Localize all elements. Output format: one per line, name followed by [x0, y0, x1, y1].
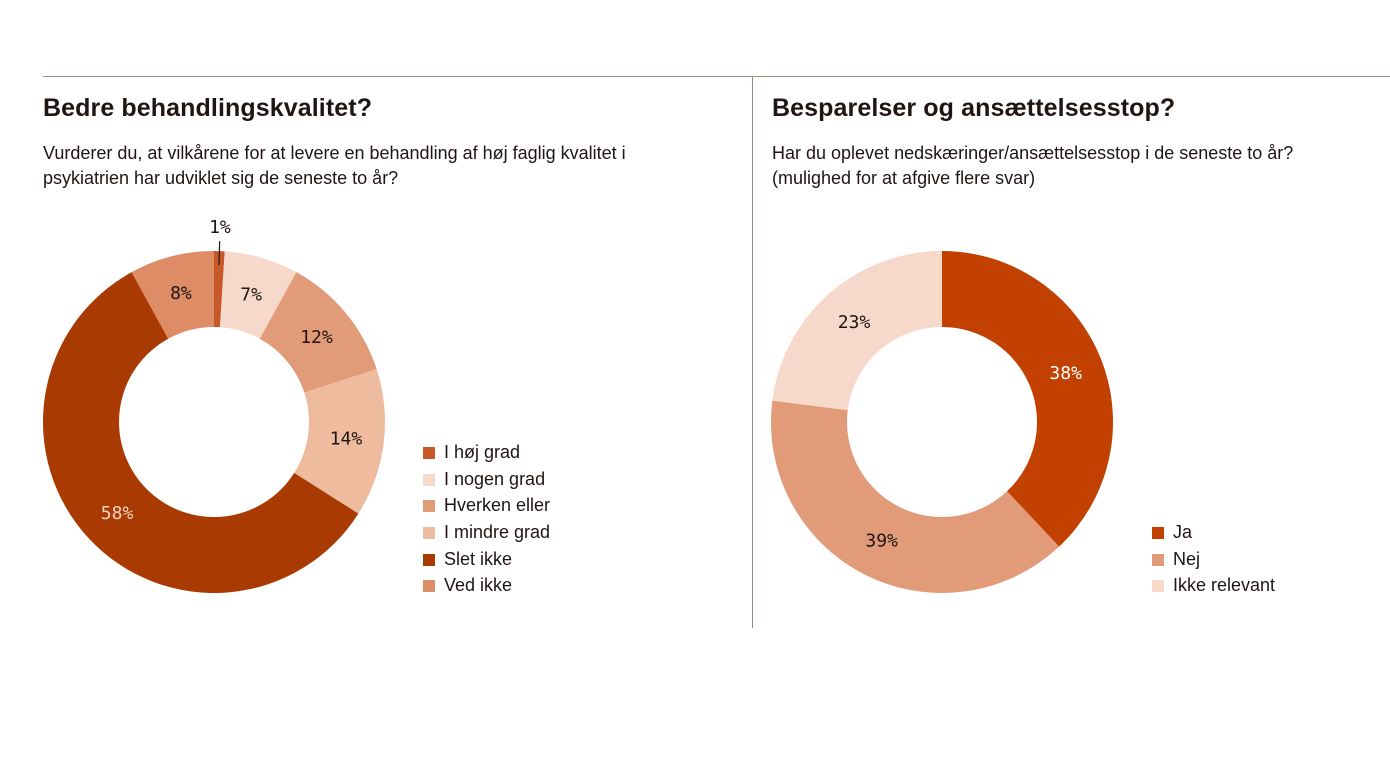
legend-label: Nej: [1173, 548, 1201, 569]
legend: Ja Nej Ikke relevant: [1152, 519, 1275, 599]
legend-item-nej: Nej: [1152, 546, 1275, 573]
question-line: Har du oplevet nedskæringer/ansættelsess…: [772, 143, 1294, 163]
slice-nej: [771, 400, 1060, 593]
question-line: Vurderer du, at vilkårene for at levere …: [43, 143, 626, 163]
legend-swatch: [423, 447, 435, 459]
legend-item-i-høj-grad: I høj grad: [423, 439, 550, 466]
slice-ikke-relevant: [772, 251, 942, 411]
slice-label-ikke-relevant: 23%: [838, 312, 871, 333]
top-divider: [43, 76, 1390, 77]
chart-question: Har du oplevet nedskæringer/ansættelsess…: [772, 141, 1390, 191]
slice-label-hverken-eller: 12%: [300, 327, 333, 348]
legend: I høj grad I nogen grad Hverken eller I min…: [423, 439, 550, 599]
slice-label-ja: 38%: [1049, 363, 1082, 384]
question-line: psykiatrien har udviklet sig de seneste …: [43, 168, 399, 188]
legend-item-slet-ikke: Slet ikke: [423, 546, 550, 573]
slice-i-høj-grad: [214, 251, 225, 328]
legend-swatch: [423, 527, 435, 540]
slice-i-nogen-grad: [219, 251, 297, 339]
chart-title: Besparelser og ansættelsesstop?: [772, 94, 1176, 122]
slice-leader-line: [218, 241, 221, 266]
legend-swatch: [423, 553, 435, 566]
legend-item-i-nogen-grad: I nogen grad: [423, 466, 550, 493]
legend-item-ved-ikke: Ved ikke: [423, 572, 550, 599]
legend-item-ja: Ja: [1152, 519, 1275, 546]
donut-chart-savings: 38% 39% 23%: [771, 251, 1113, 593]
legend-swatch: [1152, 580, 1164, 593]
slice-hverken-eller: [259, 272, 377, 393]
legend-label: I nogen grad: [444, 468, 546, 489]
legend-label: Hverken eller: [444, 495, 551, 516]
legend-item-i-mindre-grad: I mindre grad: [423, 519, 550, 546]
question-line: (mulighed for at afgive flere svar): [772, 168, 1036, 188]
slice-slet-ikke: [43, 272, 359, 593]
slice-ved-ikke: [131, 251, 214, 339]
slice-label-i-nogen-grad: 7%: [240, 284, 262, 305]
legend-label: Ikke relevant: [1173, 575, 1276, 596]
legend-label: Slet ikke: [444, 548, 513, 569]
legend-swatch: [423, 473, 435, 486]
legend-swatch: [423, 580, 435, 593]
chart-question: Vurderer du, at vilkårene for at levere …: [43, 141, 733, 191]
donut-chart-treatment-quality: 1% 7% 12% 14% 58% 8%: [43, 217, 385, 593]
slice-ja: [942, 251, 1113, 547]
legend-label: I høj grad: [444, 442, 521, 462]
legend-swatch: [1152, 527, 1164, 539]
legend-label: Ved ikke: [444, 575, 513, 596]
slice-label-nej: 39%: [865, 531, 898, 552]
slice-i-mindre-grad: [294, 369, 385, 514]
slice-label-i-høj-grad: 1%: [209, 217, 231, 238]
legend-swatch: [423, 500, 435, 513]
slice-label-i-mindre-grad: 14%: [330, 429, 363, 450]
legend-label: I mindre grad: [444, 522, 551, 543]
chart-title: Bedre behandlingskvalitet?: [43, 94, 373, 122]
legend-label: Ja: [1173, 522, 1193, 542]
legend-item-hverken-eller: Hverken eller: [423, 492, 550, 519]
slice-label-slet-ikke: 58%: [101, 503, 134, 524]
vertical-divider: [752, 76, 753, 628]
legend-swatch: [1152, 553, 1164, 566]
slice-label-ved-ikke: 8%: [170, 283, 192, 304]
legend-item-ikke-relevant: Ikke relevant: [1152, 572, 1275, 599]
